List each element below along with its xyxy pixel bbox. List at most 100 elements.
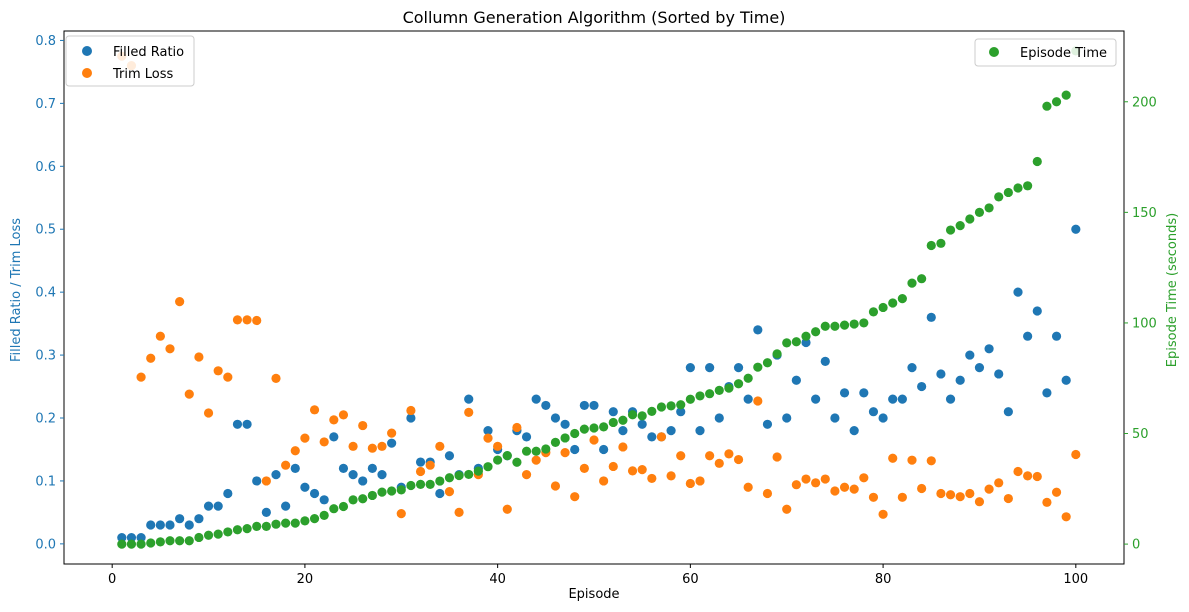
trim-loss-point xyxy=(531,455,541,465)
episode-time-point xyxy=(984,203,994,213)
filled-ratio-point xyxy=(647,432,657,442)
y-axis-right-label: Episode Time (seconds) xyxy=(1165,213,1180,367)
episode-time-point xyxy=(531,446,541,456)
legend-left-frame xyxy=(65,35,195,87)
filled-ratio-point xyxy=(618,425,628,436)
trim-loss-point xyxy=(232,315,243,325)
filled-ratio-point xyxy=(435,488,445,499)
episode-time-point xyxy=(570,428,580,439)
trim-loss-point xyxy=(839,482,850,492)
trim-loss-point xyxy=(521,470,532,480)
trim-loss-point xyxy=(300,433,310,443)
trim-loss-point xyxy=(1071,449,1081,460)
filled-ratio-point xyxy=(213,501,223,511)
trim-loss-point xyxy=(358,420,368,431)
trim-loss-point xyxy=(281,460,291,470)
trim-loss-point xyxy=(676,451,686,461)
y-left-tick-label: 0.3 xyxy=(35,349,56,364)
filled-ratio-point xyxy=(223,488,233,499)
episode-time-point xyxy=(955,221,965,231)
filled-ratio-point xyxy=(464,394,474,404)
trim-loss-point xyxy=(647,473,657,484)
episode-time-point xyxy=(126,539,137,549)
episode-time-point xyxy=(599,422,609,432)
episode-time-point xyxy=(782,338,792,348)
trim-loss-point xyxy=(666,471,676,481)
episode-time-point xyxy=(512,457,522,467)
trim-loss-point xyxy=(599,476,609,486)
filled-ratio-point xyxy=(165,520,175,530)
episode-time-point xyxy=(271,519,281,529)
trim-loss-point xyxy=(1032,471,1042,482)
filled-ratio-point xyxy=(1032,306,1042,316)
episode-time-point xyxy=(281,518,291,528)
filled-ratio-point xyxy=(907,363,917,373)
episode-time-point xyxy=(994,192,1004,202)
episode-time-point xyxy=(483,462,493,472)
filled-ratio-point xyxy=(242,419,252,429)
y-left-tick-label: 0.4 xyxy=(35,286,56,301)
y-right-tick-label: 150 xyxy=(1132,206,1157,221)
filled-ratio-point xyxy=(849,425,859,436)
episode-time-point xyxy=(387,486,397,496)
episode-time-point xyxy=(290,518,300,528)
filled-ratio-point xyxy=(387,438,397,448)
episode-time-point xyxy=(415,479,426,489)
trim-loss-point xyxy=(917,483,927,494)
x-tick-label: 80 xyxy=(875,572,892,587)
filled-ratio-point xyxy=(136,532,146,543)
trim-loss-point xyxy=(425,460,435,470)
episode-time-point xyxy=(473,466,483,476)
episode-time-point xyxy=(714,385,724,395)
episode-time-point xyxy=(242,524,252,534)
trim-loss-point xyxy=(926,456,936,466)
y-right-tick-label: 50 xyxy=(1132,427,1149,442)
axes-layer: 0 20 40 60 80 100 0.0 0.1 0.2 0.3 0.4 0.5 0.6 0.7 0.8 0… xyxy=(35,30,1157,587)
filled-ratio-point xyxy=(570,444,580,455)
filled-ratio-point xyxy=(589,400,599,411)
trim-loss-point xyxy=(801,474,811,484)
trim-loss-point xyxy=(965,488,975,499)
y-right-tick-label: 200 xyxy=(1132,95,1157,110)
x-tick-label: 40 xyxy=(489,572,506,587)
episode-time-point xyxy=(936,238,946,248)
episode-time-point xyxy=(367,490,377,501)
trim-loss-point xyxy=(175,296,185,307)
legend-right: Episode Time xyxy=(974,38,1117,67)
trim-loss-point xyxy=(203,408,214,418)
episode-time-point xyxy=(348,495,358,505)
filled-ratio-point xyxy=(560,419,570,429)
trim-loss-point xyxy=(637,465,647,475)
episode-time-point xyxy=(1051,97,1062,107)
trim-loss-point xyxy=(791,480,801,490)
trim-loss-point xyxy=(1023,471,1033,481)
episode-time-point xyxy=(820,321,830,331)
trim-loss-point xyxy=(685,478,695,489)
episode-time-point xyxy=(146,538,156,548)
episode-time-point xyxy=(435,476,445,486)
filled-ratio-point xyxy=(367,463,377,473)
filled-ratio-point xyxy=(319,495,329,505)
trim-loss-point xyxy=(348,441,358,451)
filled-ratio-point xyxy=(252,476,262,486)
trim-loss-point xyxy=(820,474,830,484)
trim-loss-point xyxy=(1013,466,1023,477)
trim-loss-point xyxy=(213,366,223,376)
episode-time-point xyxy=(396,485,406,495)
trim-loss-point xyxy=(849,484,859,494)
filled-ratio-point xyxy=(1023,331,1033,341)
plot-frame xyxy=(63,30,1125,565)
legend-marker-filled-ratio xyxy=(82,46,92,56)
filled-ratio-point xyxy=(377,470,387,480)
filled-ratio-point xyxy=(194,514,204,524)
episode-time-point xyxy=(493,455,503,465)
episode-time-point xyxy=(907,278,917,288)
episode-time-point xyxy=(811,327,821,337)
trim-loss-point xyxy=(165,344,175,354)
episode-time-point xyxy=(656,402,667,412)
filled-ratio-point xyxy=(300,482,310,492)
trim-loss-point xyxy=(955,492,965,502)
episode-time-point xyxy=(627,410,638,420)
episode-time-point xyxy=(589,423,599,433)
episode-time-point xyxy=(338,501,349,512)
